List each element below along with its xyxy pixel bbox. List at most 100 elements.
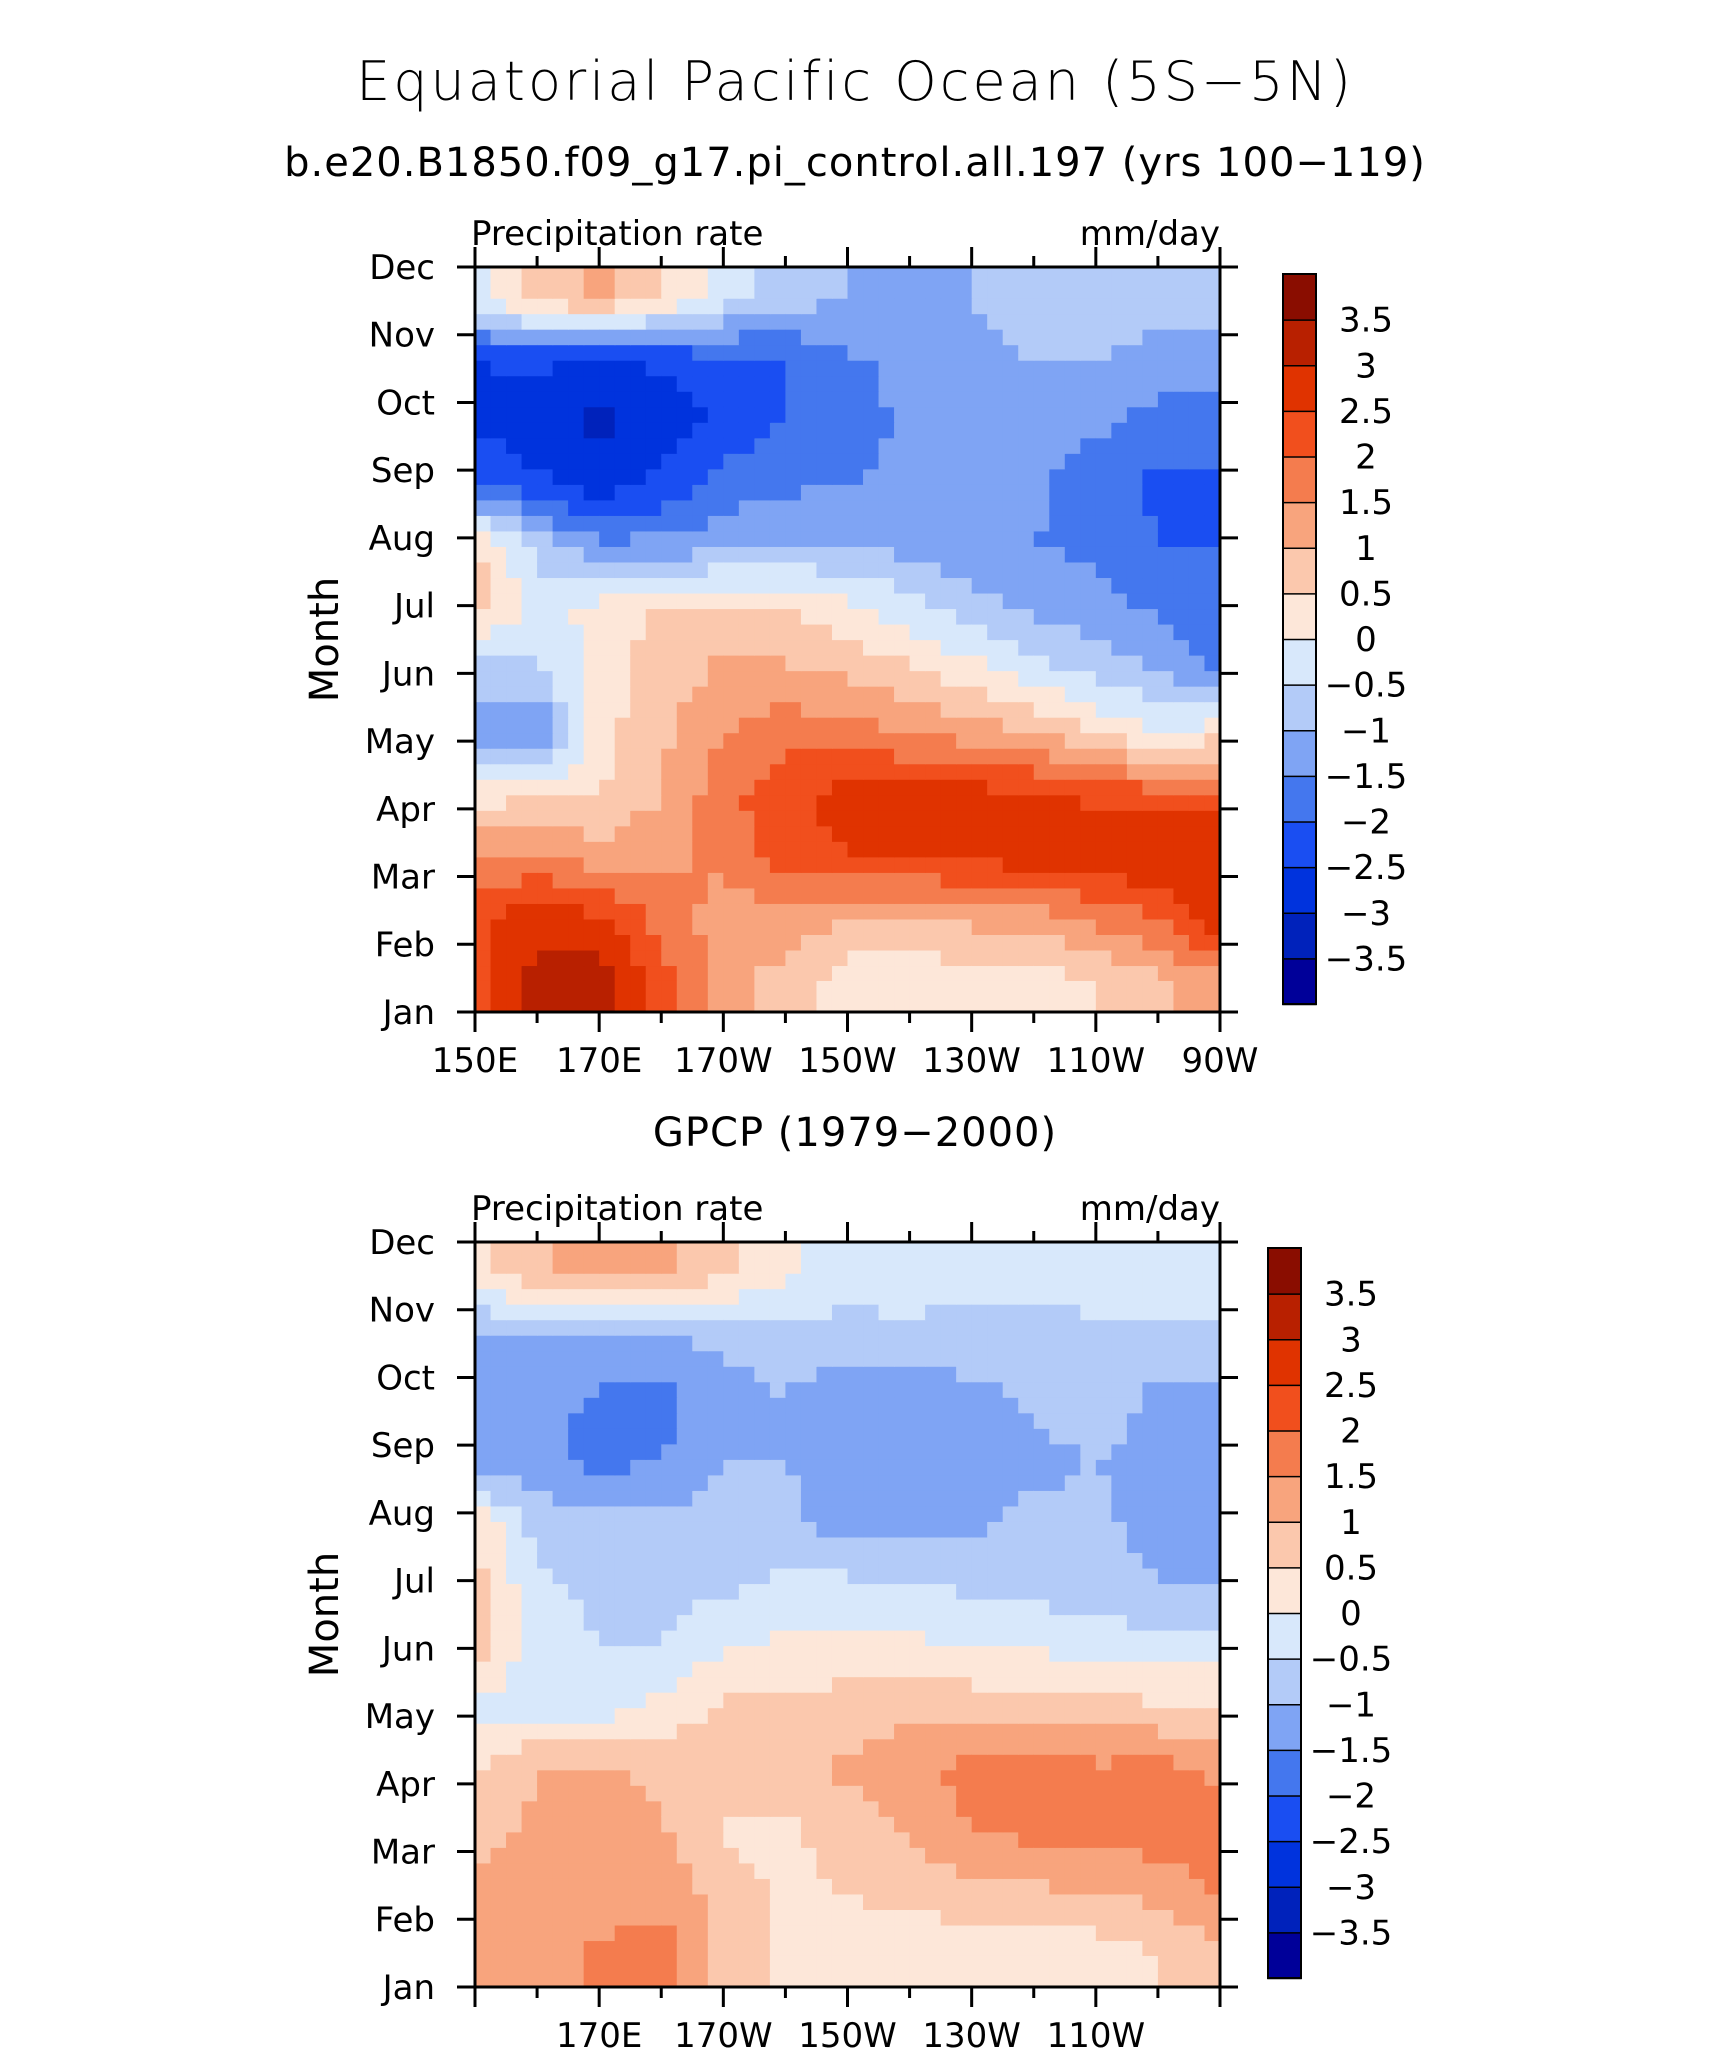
heatmap-cell [537, 1552, 554, 1569]
heatmap-cell [537, 732, 554, 749]
heatmap-cell [1142, 1319, 1159, 1336]
heatmap-cell [630, 1552, 647, 1569]
heatmap-cell [614, 1397, 631, 1414]
heatmap-cell [847, 1412, 864, 1429]
heatmap-cell [769, 1552, 787, 1569]
heatmap-cell [863, 1397, 880, 1414]
heatmap-cell [490, 1707, 507, 1724]
heatmap-cell [1080, 1490, 1097, 1507]
heatmap-cell [1142, 437, 1159, 454]
heatmap-cell [537, 623, 554, 641]
heatmap-cell [831, 1490, 849, 1507]
heatmap-cell [940, 1428, 957, 1445]
heatmap-cell [676, 918, 693, 935]
heatmap-cell [831, 1583, 849, 1600]
heatmap-cell [971, 1800, 988, 1817]
heatmap-cell [769, 872, 787, 889]
heatmap-cell [1173, 732, 1190, 749]
heatmap-cell [1095, 1940, 1112, 1957]
heatmap-cell [987, 748, 1004, 765]
heatmap-cell [568, 1273, 585, 1290]
heatmap-cell [599, 1474, 616, 1491]
heatmap-cell [1157, 655, 1175, 672]
heatmap-cell [614, 1443, 631, 1460]
heatmap-cell [754, 406, 771, 423]
heatmap-cell [599, 810, 616, 827]
heatmap-cell [1111, 794, 1128, 811]
heatmap-cell [940, 561, 957, 579]
heatmap-cell [506, 1598, 523, 1616]
heatmap-cell [707, 1676, 724, 1693]
heatmap-cell [1204, 825, 1221, 842]
heatmap-cell [1188, 980, 1206, 1012]
heatmap-cell [738, 701, 755, 718]
heatmap-cell [738, 1723, 755, 1740]
heatmap-cell [1204, 1661, 1221, 1678]
heatmap-cell [1142, 1692, 1159, 1709]
heatmap-cell [1049, 763, 1066, 780]
heatmap-cell [1095, 546, 1112, 563]
heatmap-cell [1049, 872, 1066, 889]
heatmap-cell [1204, 1443, 1221, 1460]
heatmap-cell [676, 903, 693, 920]
heatmap-cell [738, 1754, 755, 1771]
heatmap-cell [1018, 1567, 1035, 1585]
heatmap-cell [894, 1723, 911, 1740]
heatmap-cell [785, 313, 802, 330]
heatmap-cell [1204, 887, 1221, 904]
heatmap-cell [956, 499, 973, 516]
heatmap-cell [537, 949, 554, 967]
heatmap-cell [1173, 1878, 1190, 1895]
right-string: mm/day [1080, 214, 1220, 254]
heatmap-cell [1111, 1630, 1128, 1647]
heatmap-cell [599, 1428, 616, 1445]
heatmap-cell [878, 1831, 895, 1848]
heatmap-cell [661, 1350, 678, 1367]
heatmap-cell [568, 1366, 585, 1383]
heatmap-cell [552, 1924, 569, 1942]
heatmap-cell [707, 825, 724, 842]
heatmap-cell [475, 313, 492, 330]
heatmap-cell [1188, 1583, 1206, 1600]
heatmap-cell [894, 1552, 911, 1569]
heatmap-cell [847, 1521, 864, 1538]
heatmap-cell [1095, 841, 1112, 858]
heatmap-cell [475, 903, 492, 920]
x-tick-label: 90W [1182, 1041, 1259, 1081]
heatmap-cell [645, 623, 662, 641]
heatmap-cell [1188, 779, 1206, 796]
heatmap-cell [1033, 1412, 1050, 1429]
heatmap-cell [1064, 980, 1081, 1012]
heatmap-cell [475, 980, 492, 1012]
heatmap-cell [599, 1862, 616, 1879]
heatmap-cell [956, 1630, 973, 1647]
heatmap-cell [847, 468, 864, 485]
heatmap-cell [490, 437, 507, 454]
heatmap-cell [568, 499, 585, 516]
heatmap-cell [1204, 748, 1221, 765]
heatmap-cell [552, 748, 569, 765]
heatmap-cell [1080, 453, 1097, 470]
heatmap-cell [925, 453, 942, 470]
heatmap-cell [940, 980, 957, 1012]
heatmap-cell [800, 437, 818, 454]
heatmap-cell [1142, 1304, 1159, 1321]
heatmap-cell [568, 1878, 585, 1895]
heatmap-cell [537, 918, 554, 935]
heatmap-cell [1064, 1955, 1081, 1987]
heatmap-cell [1157, 561, 1175, 579]
heatmap-cell [614, 1335, 631, 1352]
heatmap-cell [490, 1319, 507, 1336]
heatmap-cell [583, 1583, 600, 1600]
heatmap-cell [1095, 1893, 1112, 1910]
heatmap-cell [490, 1754, 507, 1771]
heatmap-cell [925, 623, 942, 641]
heatmap-cell [1157, 1738, 1175, 1755]
heatmap-cell [537, 1412, 554, 1429]
heatmap-cell [956, 1583, 973, 1600]
heatmap-cell [568, 608, 585, 625]
heatmap-cell [506, 686, 523, 703]
heatmap-cell [1173, 903, 1190, 920]
heatmap-cell [894, 1707, 911, 1724]
heatmap-cell [894, 841, 911, 858]
